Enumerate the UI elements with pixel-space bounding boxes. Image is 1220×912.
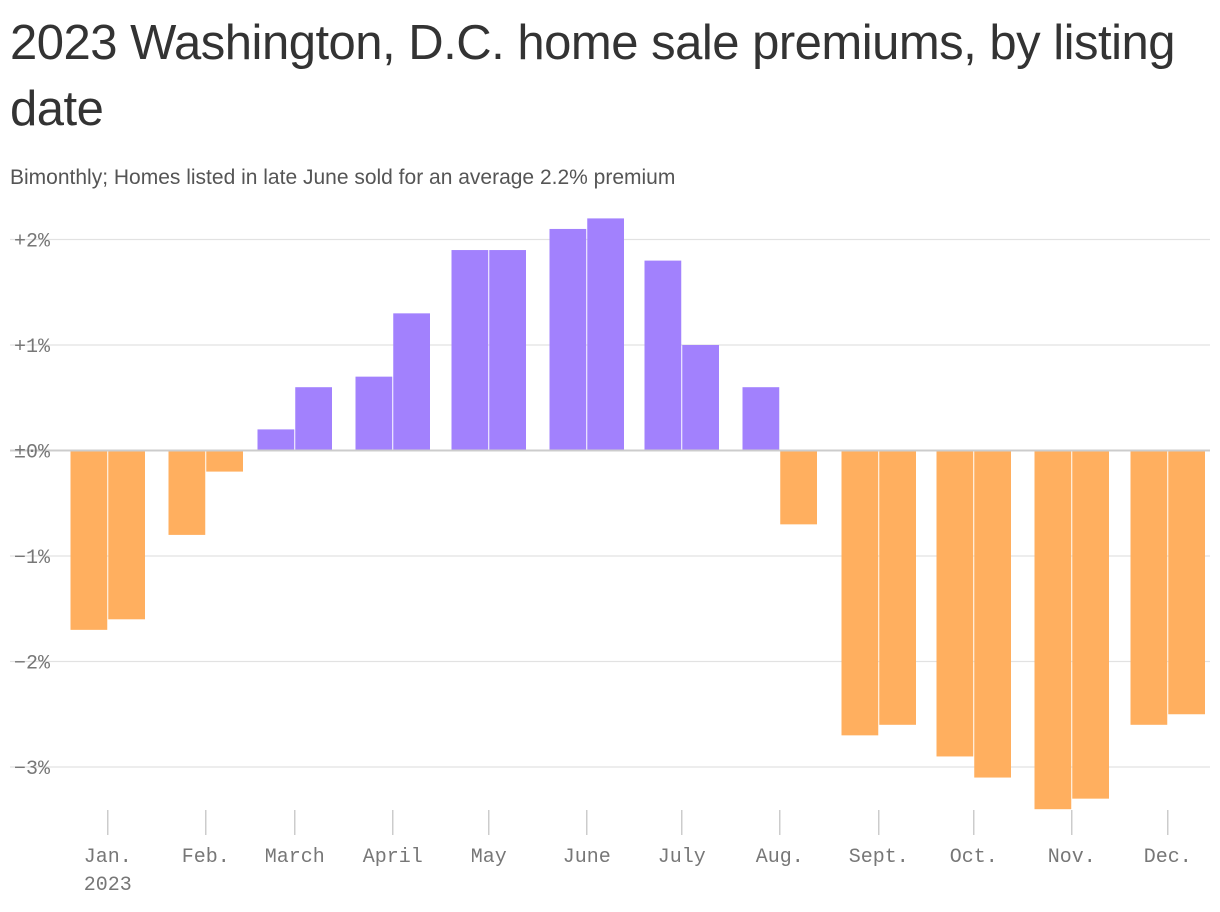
bar-dec-late — [1168, 450, 1205, 715]
bar-april-late — [393, 313, 430, 451]
y-tick-label: +2% — [14, 231, 51, 254]
bar-aug-early — [742, 387, 780, 451]
y-tick-label: −1% — [14, 547, 51, 570]
x-tick-label: March — [265, 846, 325, 869]
chart-subtitle: Bimonthly; Homes listed in late June sol… — [10, 166, 676, 189]
y-axis: +2% +1% ±0% −1% −2% −3% — [14, 231, 51, 782]
x-tick-label: May — [471, 846, 507, 869]
bar-may-early — [451, 250, 489, 451]
bar-dec-early — [1130, 450, 1168, 725]
x-tick-label: Nov. — [1048, 846, 1096, 869]
bar-sept-early — [841, 450, 879, 736]
x-axis: Jan. Feb. March April May June July Aug. Sept. Oc… — [84, 810, 1192, 897]
y-tick-label: +1% — [14, 336, 51, 359]
bar-nov-late — [1072, 450, 1109, 799]
x-tick-label: Oct. — [950, 846, 998, 869]
bar-sept-late — [879, 450, 916, 725]
x-year-label: 2023 — [84, 874, 132, 897]
bar-july-late — [682, 345, 719, 451]
x-tick-label: Jan. — [84, 846, 132, 869]
bar-oct-early — [936, 450, 974, 757]
bar-may-late — [489, 250, 526, 451]
bar-june-early — [549, 228, 587, 451]
y-tick-label: −2% — [14, 653, 51, 676]
x-tick-label: June — [563, 846, 611, 869]
bar-oct-late — [974, 450, 1011, 778]
bar-april-early — [355, 376, 393, 451]
bar-jan-late — [108, 450, 145, 620]
x-tick-label: April — [363, 846, 423, 869]
y-tick-label: ±0% — [14, 442, 51, 465]
x-tick-label: Sept. — [849, 846, 909, 869]
bar-jan-early — [70, 450, 108, 630]
bar-nov-early — [1034, 450, 1072, 810]
bar-march-late — [295, 387, 332, 451]
bar-march-early — [257, 429, 295, 451]
x-tick-label: Aug. — [756, 846, 804, 869]
x-tick-label: July — [658, 846, 706, 869]
bar-feb-early — [168, 450, 206, 535]
bars — [70, 218, 1205, 810]
bar-aug-late — [780, 450, 817, 525]
bar-june-late — [587, 218, 624, 451]
x-tick-label: Feb. — [182, 846, 230, 869]
bar-july-early — [644, 260, 682, 451]
chart-title: 2023 Washington, D.C. home sale premiums… — [10, 16, 1176, 136]
bar-feb-late — [206, 450, 243, 472]
y-tick-label: −3% — [14, 758, 51, 781]
x-tick-label: Dec. — [1144, 846, 1192, 869]
